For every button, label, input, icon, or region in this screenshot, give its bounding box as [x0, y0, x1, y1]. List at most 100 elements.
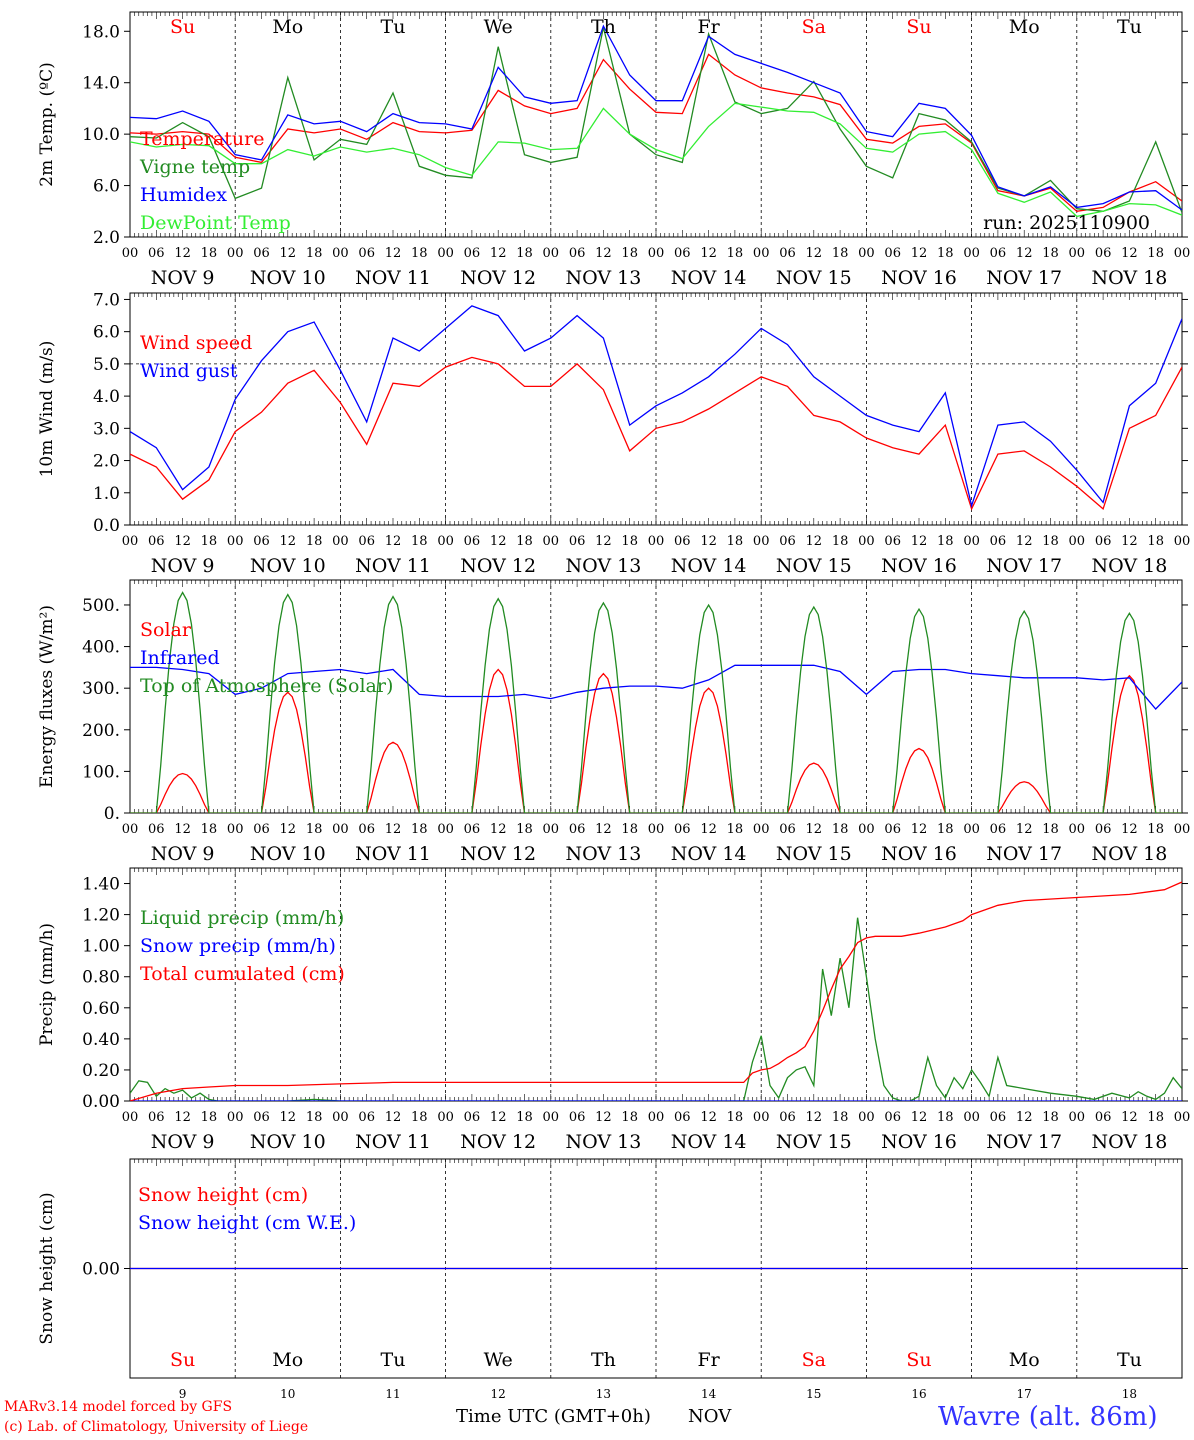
series-flux-solar — [130, 668, 1182, 813]
date-label: NOV 17 — [986, 1131, 1062, 1153]
hour-tick-label: 00 — [227, 534, 244, 549]
hour-tick-label: 18 — [306, 246, 323, 261]
date-label: NOV 13 — [565, 1131, 641, 1153]
hour-tick-label: 12 — [806, 822, 823, 837]
hour-tick-label: 18 — [1042, 822, 1059, 837]
series-flux-top-of-atmosphere-solar- — [130, 591, 1182, 813]
y-axis-title: 2m Temp. (ºC) — [37, 62, 57, 187]
y-axis-title: Precip (mm/h) — [37, 923, 57, 1046]
date-label: NOV 14 — [671, 843, 747, 865]
series-temp-vigne-temp — [130, 27, 1182, 213]
hour-tick-label: 00 — [753, 822, 770, 837]
weekday-label-top: Sa — [802, 16, 826, 38]
hour-tick-label: 12 — [806, 1110, 823, 1125]
date-label: NOV 14 — [671, 267, 747, 289]
day-number-label: 13 — [596, 1387, 611, 1401]
hour-tick-label: 12 — [174, 246, 191, 261]
hour-tick-label: 00 — [332, 246, 349, 261]
hour-tick-label: 18 — [1042, 1110, 1059, 1125]
y-tick-label: 0.00 — [82, 1260, 120, 1280]
y-tick-label: 2.0 — [93, 228, 120, 248]
date-label: NOV 10 — [250, 555, 326, 577]
hour-tick-label: 18 — [832, 534, 849, 549]
y-tick-label: 10.0 — [82, 125, 120, 145]
date-label: NOV 18 — [1091, 267, 1167, 289]
hour-tick-label: 00 — [858, 534, 875, 549]
hour-tick-label: 18 — [306, 1110, 323, 1125]
hour-tick-label: 00 — [1174, 1110, 1191, 1125]
hour-tick-label: 00 — [753, 246, 770, 261]
y-tick-label: 6.0 — [93, 177, 120, 197]
hour-tick-label: 18 — [306, 822, 323, 837]
run-label: run: 2025110900 — [983, 212, 1150, 234]
hour-tick-label: 06 — [358, 246, 375, 261]
hour-tick-label: 18 — [832, 822, 849, 837]
date-label: NOV 12 — [460, 267, 536, 289]
hour-tick-label: 12 — [595, 534, 612, 549]
weekday-label-top: Th — [591, 16, 616, 38]
hour-tick-label: 00 — [648, 822, 665, 837]
legend-temp: Temperature — [140, 128, 264, 150]
legend-flux: Solar — [140, 619, 192, 641]
hour-tick-label: 00 — [1174, 822, 1191, 837]
hour-tick-label: 06 — [1095, 534, 1112, 549]
hour-tick-label: 18 — [621, 822, 638, 837]
y-tick-label: 1.0 — [93, 484, 120, 504]
hour-tick-label: 00 — [648, 534, 665, 549]
y-tick-label: 3.0 — [93, 419, 120, 439]
y-tick-label: 2.0 — [93, 452, 120, 472]
date-label: NOV 13 — [565, 555, 641, 577]
hour-tick-label: 12 — [280, 246, 297, 261]
date-label: NOV 16 — [881, 267, 957, 289]
hour-tick-label: 18 — [516, 246, 533, 261]
weekday-label-top: Mo — [272, 16, 303, 38]
hour-tick-label: 12 — [1121, 822, 1138, 837]
hour-tick-label: 00 — [858, 1110, 875, 1125]
y-tick-label: 18.0 — [82, 22, 120, 42]
hour-tick-label: 00 — [963, 534, 980, 549]
y-axis-title: Energy fluxes (W/m²) — [37, 605, 57, 788]
hour-tick-label: 00 — [437, 1110, 454, 1125]
y-tick-label: 300. — [82, 679, 120, 699]
date-label: NOV 18 — [1091, 1131, 1167, 1153]
hour-tick-label: 06 — [779, 246, 796, 261]
legend-wind: Wind gust — [140, 360, 238, 382]
hour-tick-label: 18 — [201, 1110, 218, 1125]
footer-lab: (c) Lab. of Climatology, University of L… — [4, 1419, 309, 1435]
hour-tick-label: 18 — [516, 822, 533, 837]
hour-tick-label: 06 — [884, 1110, 901, 1125]
hour-tick-label: 18 — [937, 1110, 954, 1125]
y-tick-label: 0.80 — [82, 968, 120, 988]
date-label: NOV 15 — [776, 555, 852, 577]
hour-tick-label: 06 — [253, 246, 270, 261]
hour-tick-label: 12 — [490, 1110, 507, 1125]
hour-tick-label: 18 — [621, 246, 638, 261]
hour-tick-label: 00 — [1174, 246, 1191, 261]
hour-tick-label: 12 — [595, 1110, 612, 1125]
hour-tick-label: 12 — [1121, 534, 1138, 549]
date-label: NOV 17 — [986, 555, 1062, 577]
hour-tick-label: 06 — [358, 822, 375, 837]
footer-model: MARv3.14 model forced by GFS — [4, 1399, 233, 1415]
date-label: NOV 9 — [151, 555, 215, 577]
weekday-label-top: Tu — [381, 16, 406, 38]
weekday-label-bottom: Fr — [697, 1349, 720, 1371]
hour-tick-label: 06 — [358, 1110, 375, 1125]
hour-tick-label: 00 — [332, 822, 349, 837]
hour-tick-label: 06 — [464, 822, 481, 837]
hour-tick-label: 00 — [648, 246, 665, 261]
hour-tick-label: 18 — [411, 534, 428, 549]
hour-tick-label: 18 — [621, 1110, 638, 1125]
date-label: NOV 16 — [881, 843, 957, 865]
hour-tick-label: 06 — [148, 246, 165, 261]
hour-tick-label: 18 — [1042, 534, 1059, 549]
legend-flux: Infrared — [140, 647, 220, 669]
hour-tick-label: 18 — [1147, 534, 1164, 549]
day-number-label: 9 — [179, 1387, 187, 1401]
date-label: NOV 13 — [565, 843, 641, 865]
series-wind-wind-speed — [130, 356, 1182, 511]
hour-tick-label: 12 — [174, 822, 191, 837]
hour-tick-label: 00 — [122, 534, 139, 549]
date-label: NOV 13 — [565, 267, 641, 289]
